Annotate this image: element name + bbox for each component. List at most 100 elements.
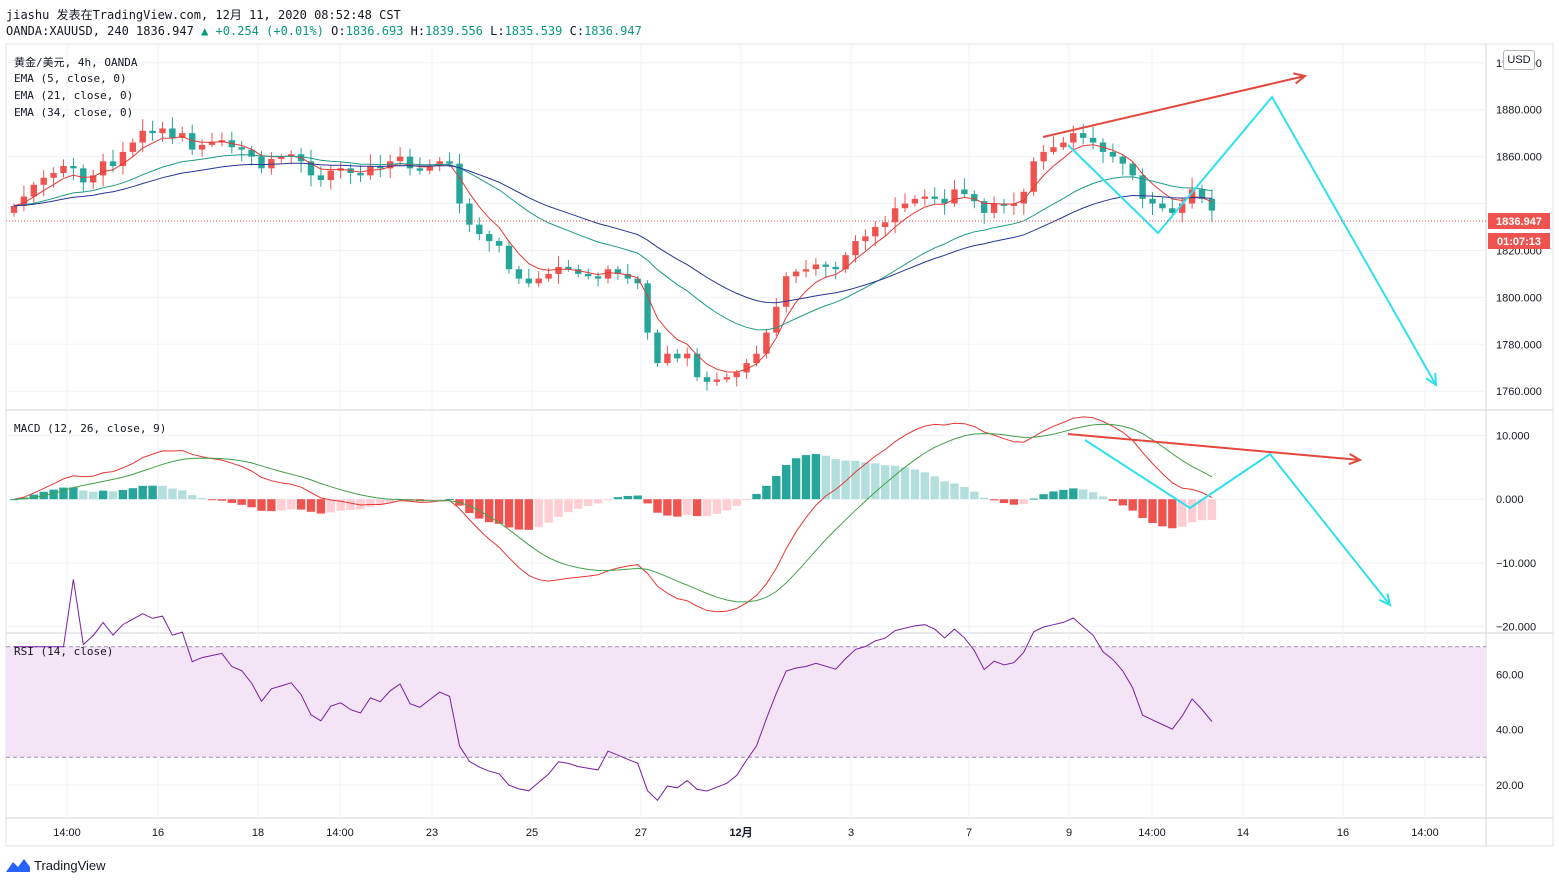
macd-bar <box>69 487 78 500</box>
macd-bar <box>574 499 583 509</box>
candle-body <box>664 353 671 364</box>
candle-body <box>743 363 750 373</box>
candle-body <box>10 205 18 213</box>
candle-body <box>189 133 196 150</box>
cyan-projection-arrow-main <box>1067 95 1437 386</box>
candle-body <box>179 133 186 138</box>
candle-body <box>238 147 245 150</box>
candle-body <box>169 128 176 138</box>
macd-bar <box>59 487 68 500</box>
ema5-line <box>13 135 1213 373</box>
macd-bar <box>1158 499 1167 527</box>
red-trend-arrow-macd-head <box>1348 452 1363 466</box>
macd-bar <box>861 462 870 500</box>
y-tick-rsi: 60.00 <box>1496 669 1524 681</box>
candle-body <box>119 151 127 166</box>
macd-bar <box>326 499 335 513</box>
candle-body <box>812 264 820 270</box>
low-label: L: <box>490 24 505 38</box>
candlestick-series <box>10 117 1216 391</box>
candle-body <box>129 142 136 152</box>
macd-bar <box>821 455 830 500</box>
x-tick: 14 <box>1237 827 1249 839</box>
candle-body <box>377 166 384 169</box>
macd-bar <box>118 489 128 500</box>
candle-body <box>1010 203 1018 206</box>
macd-bar <box>534 499 543 528</box>
macd-bar <box>524 499 533 530</box>
candle-body <box>99 161 107 176</box>
y-tick-macd: −10.000 <box>1496 558 1536 570</box>
macd-bar <box>762 485 771 500</box>
x-tick: 27 <box>635 827 647 839</box>
macd-bar <box>98 490 108 500</box>
macd-bar <box>970 491 979 500</box>
macd-bar <box>128 488 137 500</box>
candle-body <box>1050 147 1057 152</box>
x-tick: 14:00 <box>1138 827 1166 839</box>
macd-bar <box>811 454 821 500</box>
macd-bar <box>296 499 306 510</box>
symbol-info-bar: OANDA:XAUUSD, 240 1836.947 ▲ +0.254 (+0.… <box>6 24 642 38</box>
candle-body <box>1040 151 1047 162</box>
macd-bar <box>494 499 504 524</box>
candle-body <box>466 203 473 225</box>
candle-body <box>70 166 77 169</box>
candle-body <box>674 353 681 359</box>
ema21-legend[interactable]: EMA (21, close, 0) <box>14 89 134 102</box>
candle-body <box>1119 156 1126 164</box>
candle-body <box>1109 151 1117 157</box>
macd-bar <box>851 460 860 500</box>
macd-bar <box>692 499 702 517</box>
macd-bar <box>178 490 187 500</box>
macd-bar <box>722 499 731 511</box>
candle-body <box>495 241 503 246</box>
ema34-legend[interactable]: EMA (34, close, 0) <box>14 106 134 119</box>
macd-bar <box>653 499 662 513</box>
macd-bar <box>623 495 632 500</box>
macd-bar <box>188 495 197 500</box>
candle-body <box>951 189 958 204</box>
candle-body <box>1070 133 1077 143</box>
macd-bar <box>1088 492 1098 500</box>
macd-bar <box>168 488 177 500</box>
macd-bar <box>504 499 514 528</box>
candle-body <box>1129 163 1136 176</box>
y-tick-macd: 10.000 <box>1496 430 1530 442</box>
macd-bar <box>435 499 444 501</box>
x-tick: 3 <box>848 827 854 839</box>
macd-bar <box>158 485 167 500</box>
macd-bar <box>881 465 890 500</box>
close-value: 1836.947 <box>584 24 642 38</box>
open-label: O: <box>331 24 346 38</box>
candle-body <box>456 163 463 204</box>
candle-body <box>258 156 265 169</box>
macd-legend[interactable]: MACD (12, 26, close, 9) <box>14 422 167 435</box>
ema5-legend[interactable]: EMA (5, close, 0) <box>14 72 127 85</box>
brand-name: TradingView <box>34 857 106 873</box>
y-tick-main: 1760.000 <box>1496 386 1542 398</box>
tradingview-logo[interactable]: TradingView <box>6 856 106 874</box>
rsi-legend[interactable]: RSI (14, close) <box>14 645 114 658</box>
candle-body <box>446 161 453 164</box>
high-label: H: <box>410 24 426 38</box>
candle-body <box>802 269 810 272</box>
currency-button[interactable]: USD <box>1503 50 1535 70</box>
macd-bar <box>1069 488 1078 500</box>
candle-body <box>80 168 87 183</box>
candle-body <box>931 196 938 199</box>
drawn-arrows <box>1042 72 1438 607</box>
macd-bar <box>772 476 781 500</box>
open-value: 1836.693 <box>345 24 404 38</box>
macd-bar <box>376 499 385 506</box>
macd-bar <box>197 497 207 500</box>
ema-lines <box>13 135 1213 373</box>
macd-bar <box>732 499 741 506</box>
macd-bar <box>207 499 217 501</box>
macd-bar <box>960 487 969 500</box>
candle-body <box>525 278 532 284</box>
macd-bar <box>306 499 316 512</box>
candle-body <box>1020 191 1027 204</box>
candle-body <box>505 245 513 270</box>
